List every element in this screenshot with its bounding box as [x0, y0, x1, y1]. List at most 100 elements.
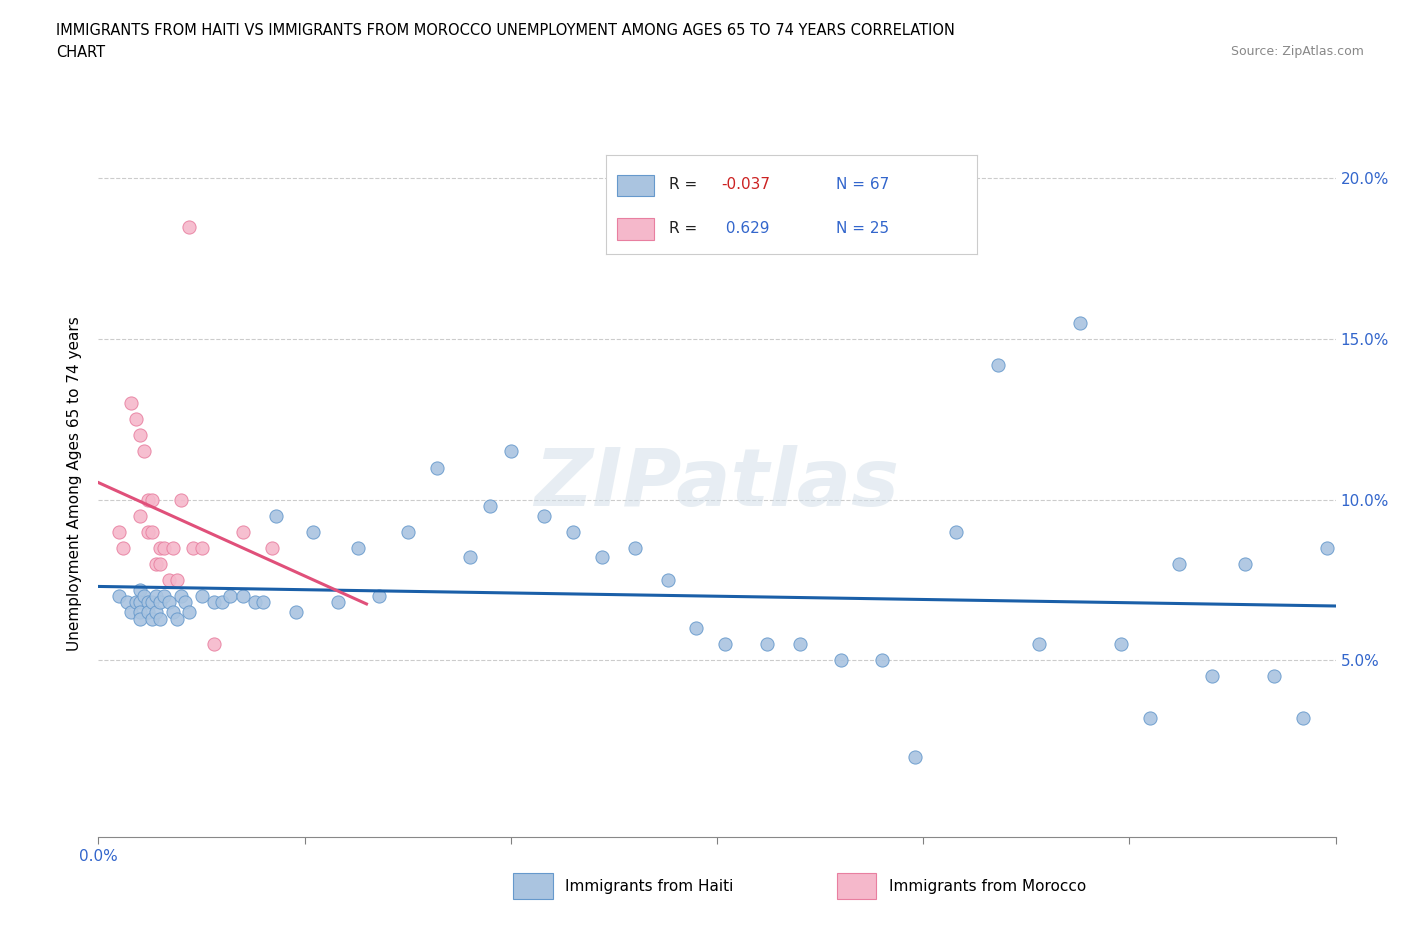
Point: [1028, 637, 1050, 652]
Point: [166, 611, 188, 626]
Point: [264, 509, 287, 524]
Text: Source: ZipAtlas.com: Source: ZipAtlas.com: [1230, 45, 1364, 58]
Point: [157, 595, 180, 610]
Point: [623, 540, 645, 555]
Point: [128, 595, 150, 610]
Point: [170, 492, 193, 507]
Point: [120, 396, 142, 411]
Point: [149, 556, 172, 571]
Point: [479, 498, 502, 513]
Text: IMMIGRANTS FROM HAITI VS IMMIGRANTS FROM MOROCCO UNEMPLOYMENT AMONG AGES 65 TO 7: IMMIGRANTS FROM HAITI VS IMMIGRANTS FROM…: [56, 23, 955, 38]
Point: [162, 604, 184, 619]
Point: [211, 595, 233, 610]
Point: [153, 540, 176, 555]
Point: [153, 589, 176, 604]
Text: Immigrants from Morocco: Immigrants from Morocco: [889, 879, 1085, 894]
Point: [252, 595, 274, 610]
Point: [136, 492, 159, 507]
Point: [108, 589, 131, 604]
Point: [141, 525, 163, 539]
Point: [120, 604, 142, 619]
Point: [190, 540, 212, 555]
Point: [830, 653, 852, 668]
Point: [117, 595, 139, 610]
Point: [714, 637, 737, 652]
Point: [179, 604, 201, 619]
Point: [141, 611, 163, 626]
Y-axis label: Unemployment Among Ages 65 to 74 years: Unemployment Among Ages 65 to 74 years: [67, 316, 83, 651]
Point: [145, 556, 167, 571]
Text: CHART: CHART: [56, 45, 105, 60]
Point: [533, 509, 555, 524]
Point: [145, 604, 167, 619]
Point: [141, 595, 163, 610]
Point: [1069, 315, 1091, 330]
Point: [219, 589, 242, 604]
FancyBboxPatch shape: [617, 175, 654, 196]
Point: [1168, 556, 1191, 571]
Point: [128, 582, 150, 597]
Point: [136, 525, 159, 539]
Point: [591, 550, 613, 565]
Point: [124, 412, 146, 427]
Point: [128, 509, 150, 524]
Text: N = 25: N = 25: [835, 220, 889, 235]
Point: [132, 589, 155, 604]
Point: [141, 492, 163, 507]
FancyBboxPatch shape: [617, 219, 654, 240]
Point: [174, 595, 197, 610]
Point: [112, 540, 135, 555]
Point: [170, 589, 193, 604]
Text: R =: R =: [669, 220, 697, 235]
Point: [561, 525, 583, 539]
Point: [285, 604, 308, 619]
Text: 0.629: 0.629: [721, 220, 769, 235]
Point: [1333, 711, 1355, 725]
Point: [685, 620, 707, 635]
Point: [136, 595, 159, 610]
Point: [108, 525, 131, 539]
Point: [1316, 540, 1339, 555]
Point: [1233, 556, 1256, 571]
Point: [136, 604, 159, 619]
Text: -0.037: -0.037: [721, 177, 769, 193]
Point: [243, 595, 266, 610]
Point: [128, 604, 150, 619]
Point: [128, 611, 150, 626]
Point: [149, 540, 172, 555]
Point: [904, 750, 927, 764]
Point: [190, 589, 212, 604]
Point: [1292, 711, 1315, 725]
Point: [162, 540, 184, 555]
Point: [499, 444, 522, 458]
Point: [128, 428, 150, 443]
Point: [202, 637, 225, 652]
Point: [986, 357, 1008, 372]
Text: N = 67: N = 67: [835, 177, 889, 193]
Point: [157, 573, 180, 588]
Point: [260, 540, 283, 555]
Text: R =: R =: [669, 177, 697, 193]
Point: [396, 525, 419, 539]
Point: [232, 525, 254, 539]
Point: [789, 637, 811, 652]
Point: [149, 595, 172, 610]
Point: [302, 525, 325, 539]
Point: [202, 595, 225, 610]
Text: ZIPatlas: ZIPatlas: [534, 445, 900, 523]
Point: [367, 589, 389, 604]
Point: [1109, 637, 1132, 652]
Point: [326, 595, 349, 610]
Point: [870, 653, 893, 668]
Point: [166, 573, 188, 588]
Point: [426, 460, 449, 475]
Point: [181, 540, 204, 555]
Point: [1263, 669, 1285, 684]
Point: [458, 550, 481, 565]
Point: [145, 589, 167, 604]
Point: [149, 611, 172, 626]
Point: [132, 444, 155, 458]
Point: [755, 637, 778, 652]
Point: [1139, 711, 1161, 725]
Point: [232, 589, 254, 604]
